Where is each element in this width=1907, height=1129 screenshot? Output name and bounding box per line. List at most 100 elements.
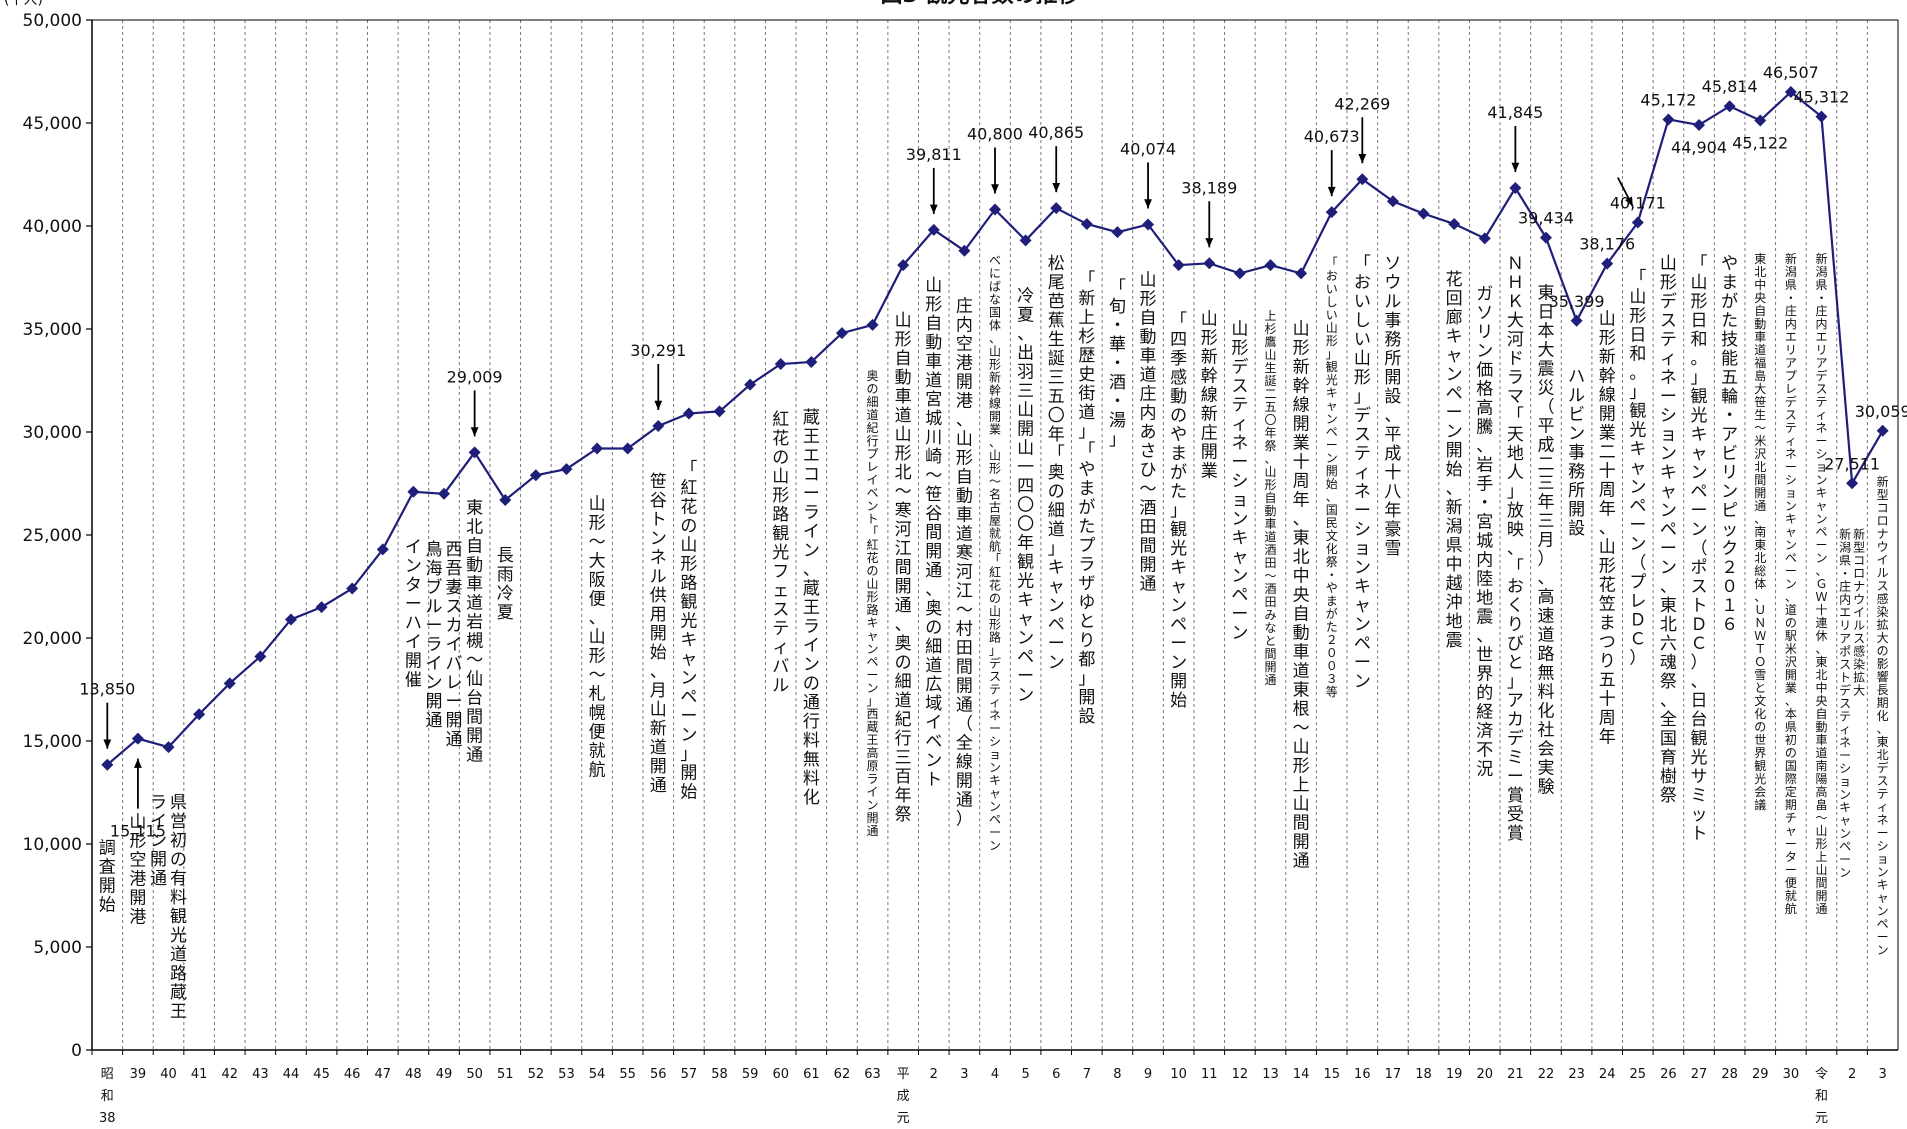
- data-point: [1019, 234, 1032, 247]
- event-annotation: 山形デスティネーションキャンペーン: [1231, 319, 1248, 643]
- data-point: [284, 613, 297, 626]
- event-annotation: 東北中央自動車道福島大笹生～米沢北間開通、南東北総体、ＵＮＷＴＯ雪と文化の世界観…: [1754, 252, 1766, 812]
- data-point: [989, 203, 1001, 216]
- event-annotation: ＮＨＫ大河ドラマ「天地人」放映、「おくりびと」アカデミー賞受賞: [1507, 254, 1524, 844]
- x-tick-label: 11: [1201, 1067, 1218, 1082]
- data-point: [1601, 257, 1614, 270]
- x-tick-label: 7: [1083, 1067, 1091, 1082]
- y-tick-label: 30,000: [23, 423, 82, 443]
- x-tick-label: 60: [772, 1067, 789, 1082]
- data-label: 39,434: [1518, 209, 1574, 228]
- data-point: [866, 318, 879, 331]
- event-annotation: 県営初の有料観光道路蔵王: [170, 793, 187, 1022]
- event-annotation: 新型コロナウイルス感染拡大の影響長期化、東北デスティネーションキャンペーン: [1877, 474, 1889, 957]
- data-label: 44,904: [1671, 138, 1727, 157]
- x-tick-label: 13: [1262, 1067, 1279, 1082]
- x-tick-label: 56: [650, 1067, 667, 1082]
- data-point: [254, 650, 267, 663]
- data-point: [1631, 216, 1644, 229]
- data-point: [1723, 100, 1736, 113]
- x-tick-label: 6: [1052, 1067, 1060, 1082]
- x-tick-label: 3: [1879, 1067, 1887, 1082]
- x-tick-label: 29: [1752, 1067, 1769, 1082]
- x-tick-label: 47: [375, 1067, 392, 1082]
- data-label: 30,291: [630, 341, 686, 360]
- data-point: [1662, 113, 1675, 126]
- data-point: [162, 741, 175, 754]
- data-label: 45,172: [1640, 90, 1696, 109]
- event-annotation: 山形～大阪便、山形～札幌便就航: [589, 494, 606, 780]
- event-annotation: 「旬・華・酒・湯」: [1109, 278, 1126, 450]
- x-tick-label: 23: [1568, 1067, 1585, 1082]
- data-point: [713, 405, 726, 418]
- x-tick-label: 19: [1446, 1067, 1463, 1082]
- data-point: [1693, 118, 1706, 131]
- data-label: 27,511: [1824, 454, 1880, 473]
- y-tick-label: 5,000: [33, 938, 82, 958]
- event-annotation: 笹谷トンネル供用開始、月山新道開通: [650, 472, 667, 796]
- data-point: [1142, 218, 1155, 231]
- data-point: [407, 485, 420, 498]
- data-label: 46,507: [1763, 63, 1819, 82]
- event-annotation: 紅花の山形路観光フェスティバル: [772, 410, 789, 696]
- event-annotation: 山形新幹線新庄開業: [1201, 309, 1218, 481]
- x-tick-label: 42: [221, 1067, 238, 1082]
- y-tick-label: 50,000: [23, 11, 82, 31]
- event-annotation: 新潟県・庄内エリアデスティネーションキャンペーン、ＧＷ十連休、東北中央自動車道南…: [1815, 251, 1827, 916]
- event-annotation: 庄内空港開港、山形自動車道寒河江～村田間開通（全線開通）: [956, 297, 973, 830]
- event-arrow-head: [991, 184, 999, 194]
- data-point: [1846, 477, 1859, 490]
- data-label: 39,811: [906, 145, 962, 164]
- data-labels: 13,850 15,115 29,009 30,291 39,811 40,800 40,8…: [79, 63, 1907, 841]
- data-point: [468, 446, 481, 459]
- data-point: [1050, 202, 1063, 215]
- x-tick-label: 52: [528, 1067, 545, 1082]
- y-tick-label: 20,000: [23, 629, 82, 649]
- x-tick-label: 58: [711, 1067, 728, 1082]
- event-arrow-head: [929, 204, 938, 214]
- event-annotation: ライン開通: [150, 793, 167, 889]
- data-point: [1448, 217, 1461, 230]
- event-annotation: ソウル事務所開設、平成十八年豪雪: [1384, 254, 1401, 559]
- chart-title: 図3 観光客数の推移: [881, 0, 1080, 8]
- event-arrows: [103, 117, 1634, 809]
- x-tick-label: 2: [930, 1067, 938, 1082]
- event-annotation: ガソリン価格高騰、岩手・宮城内陸地震、世界的経済不況: [1476, 284, 1493, 779]
- data-point: [315, 601, 328, 614]
- event-annotation: やまがた技能五輪・アビリンピック２０１６: [1721, 254, 1738, 635]
- event-annotation: 山形新幹線開業十周年、東北中央自動車道東根～山形上山間開通: [1293, 319, 1310, 871]
- data-point: [1509, 181, 1522, 194]
- data-point: [1295, 267, 1308, 280]
- x-tick-label: 22: [1538, 1067, 1555, 1082]
- y-tick-label: 40,000: [23, 217, 82, 237]
- data-point: [744, 378, 757, 391]
- x-tick-label: 50: [466, 1067, 483, 1082]
- data-point: [1111, 226, 1124, 239]
- event-arrow-head: [1205, 238, 1214, 248]
- data-point: [499, 493, 512, 506]
- event-arrow-head: [1511, 162, 1520, 172]
- data-label: 45,312: [1793, 88, 1849, 107]
- data-point: [1356, 173, 1369, 186]
- data-point: [774, 358, 787, 371]
- x-tick-label: 12: [1232, 1067, 1249, 1082]
- x-tick-label: 30: [1783, 1067, 1800, 1082]
- event-annotation: 「四季感動のやまがた」観光キャンペーン開始: [1170, 311, 1187, 711]
- x-tick-label: 61: [803, 1067, 820, 1082]
- data-point: [958, 244, 971, 257]
- data-point: [1876, 424, 1889, 437]
- data-point: [1172, 259, 1185, 272]
- x-tick-label: 41: [191, 1067, 208, 1082]
- data-point: [376, 543, 389, 556]
- data-label: 38,176: [1579, 235, 1635, 254]
- x-tick-label: 昭和 38: [99, 1067, 116, 1126]
- x-tick-label: 48: [405, 1067, 422, 1082]
- x-tick-label: 25: [1630, 1067, 1647, 1082]
- x-tick-label: 平成元: [897, 1067, 910, 1126]
- event-annotation: 蔵王エコーライン、蔵王ラインの通行料無料化: [803, 408, 820, 808]
- event-annotation: べにばな国体、山形新幹線開業、山形～名古屋就航「紅花の山形路」デスティネーション…: [989, 254, 1001, 853]
- x-tick-label: 2: [1848, 1067, 1856, 1082]
- y-tick-label: 0: [71, 1041, 82, 1061]
- y-tick-label: 45,000: [23, 114, 82, 134]
- x-tick-label: 18: [1415, 1067, 1432, 1082]
